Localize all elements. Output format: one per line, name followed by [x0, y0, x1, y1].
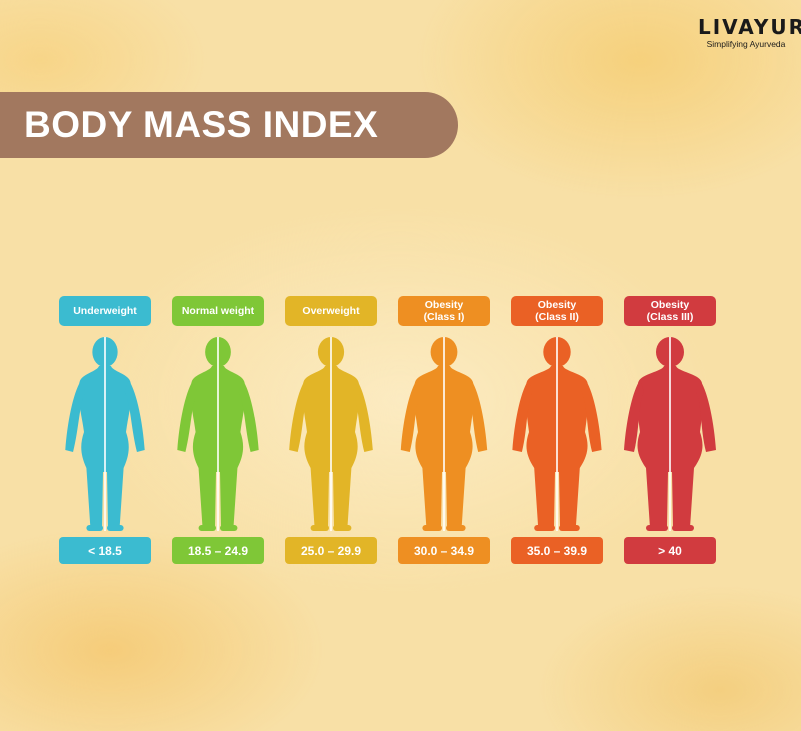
bmi-category-card: Underweight < 18.5: [59, 296, 151, 568]
body-silhouette-icon: [400, 337, 488, 531]
category-label-line: Obesity: [537, 299, 577, 311]
category-label: Normal weight: [172, 296, 264, 326]
category-label: Obesity (Class I): [398, 296, 490, 326]
category-label-line: (Class II): [535, 311, 579, 323]
body-silhouette-icon: [65, 337, 145, 531]
category-label-line: (Class III): [646, 311, 694, 323]
category-label: Underweight: [59, 296, 151, 326]
body-silhouette-icon: [512, 337, 602, 531]
category-label-line: Underweight: [73, 305, 137, 317]
body-silhouette-icon: [177, 337, 259, 531]
body-silhouette-icon: [289, 337, 373, 531]
bmi-category-card: Overweight 25.0 – 29.9: [285, 296, 377, 568]
bmi-category-card: Normal weight 18.5 – 24.9: [172, 296, 264, 568]
page-title: BODY MASS INDEX: [24, 104, 379, 145]
bmi-range-value: 30.0 – 34.9: [398, 537, 490, 564]
category-label: Overweight: [285, 296, 377, 326]
category-label: Obesity (Class III): [624, 296, 716, 326]
category-label: Obesity (Class II): [511, 296, 603, 326]
bmi-range-value: > 40: [624, 537, 716, 564]
category-label-line: Normal weight: [181, 305, 255, 317]
body-silhouette-icon: [624, 337, 716, 531]
bmi-range-value: < 18.5: [59, 537, 151, 564]
title-banner: BODY MASS INDEX: [0, 92, 458, 158]
brand-logo: LIVAYUR Simplifying Ayurveda: [698, 15, 801, 49]
category-label-line: Overweight: [302, 305, 360, 317]
brand-tagline: Simplifying Ayurveda: [706, 39, 786, 49]
bmi-range-value: 25.0 – 29.9: [285, 537, 377, 564]
bmi-category-card: Obesity (Class III) > 40: [624, 296, 716, 568]
bmi-range-value: 18.5 – 24.9: [172, 537, 264, 564]
brand-name: LIVAYUR: [698, 15, 801, 39]
category-label-line: Obesity: [650, 299, 690, 311]
category-label-line: (Class I): [423, 311, 465, 323]
bmi-category-card: Obesity (Class II) 35.0 – 39.9: [511, 296, 603, 568]
category-label-line: Obesity: [424, 299, 464, 311]
bmi-range-value: 35.0 – 39.9: [511, 537, 603, 564]
bmi-category-card: Obesity (Class I) 30.0 – 34.9: [398, 296, 490, 568]
